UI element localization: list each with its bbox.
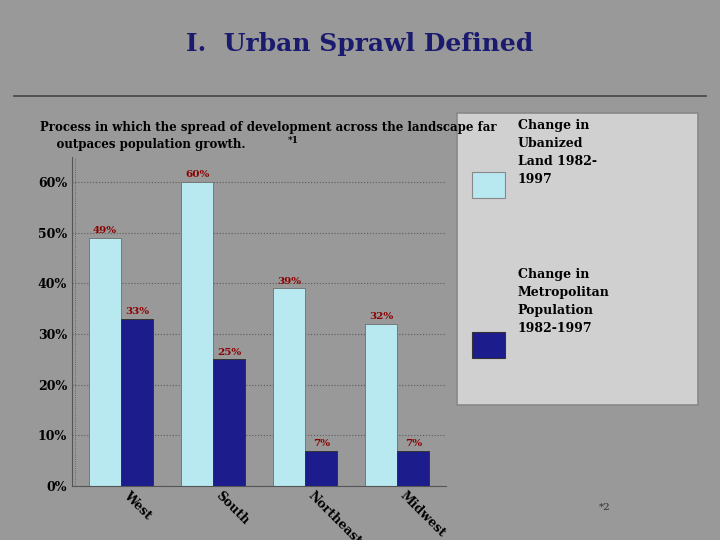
Text: 32%: 32% xyxy=(369,312,393,321)
Text: 39%: 39% xyxy=(277,277,301,286)
Text: 7%: 7% xyxy=(405,439,422,448)
Bar xyxy=(89,238,121,486)
Text: *1: *1 xyxy=(288,136,299,145)
FancyBboxPatch shape xyxy=(457,113,698,405)
Text: Change in
Ubanized
Land 1982-
1997: Change in Ubanized Land 1982- 1997 xyxy=(518,119,596,186)
Bar xyxy=(121,319,153,486)
Bar xyxy=(181,182,213,486)
Text: 60%: 60% xyxy=(185,171,210,179)
Bar xyxy=(305,450,338,486)
Bar xyxy=(213,359,246,486)
Text: outpaces population growth.: outpaces population growth. xyxy=(40,138,245,151)
Bar xyxy=(273,288,305,486)
Text: 7%: 7% xyxy=(312,439,330,448)
Text: 33%: 33% xyxy=(125,307,149,316)
Text: I.  Urban Sprawl Defined: I. Urban Sprawl Defined xyxy=(186,32,534,56)
FancyBboxPatch shape xyxy=(472,172,505,198)
FancyBboxPatch shape xyxy=(472,332,505,359)
Text: Process in which the spread of development across the landscape far: Process in which the spread of developme… xyxy=(40,122,496,134)
Text: *2: *2 xyxy=(599,503,611,512)
Text: Change in
Metropolitan
Population
1982-1997: Change in Metropolitan Population 1982-1… xyxy=(518,268,609,335)
Bar xyxy=(397,450,429,486)
Text: 25%: 25% xyxy=(217,348,241,357)
Bar xyxy=(365,324,397,486)
Text: 49%: 49% xyxy=(93,226,117,235)
